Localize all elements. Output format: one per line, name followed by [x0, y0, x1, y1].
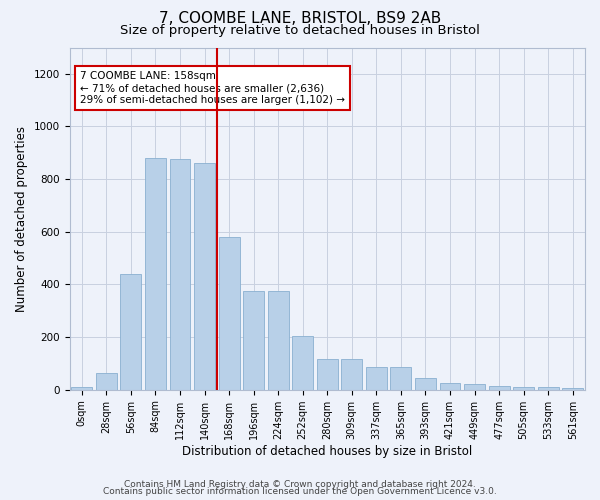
Bar — [415, 378, 436, 390]
Text: Size of property relative to detached houses in Bristol: Size of property relative to detached ho… — [120, 24, 480, 37]
Bar — [243, 291, 264, 390]
Bar — [488, 386, 509, 390]
Bar — [96, 372, 117, 390]
Y-axis label: Number of detached properties: Number of detached properties — [15, 126, 28, 312]
Bar — [121, 274, 142, 390]
Bar — [366, 368, 387, 390]
Bar — [391, 368, 412, 390]
Text: 7, COOMBE LANE, BRISTOL, BS9 2AB: 7, COOMBE LANE, BRISTOL, BS9 2AB — [159, 11, 441, 26]
Bar — [268, 291, 289, 390]
Bar — [341, 360, 362, 390]
Bar — [194, 164, 215, 390]
Bar — [538, 387, 559, 390]
Text: Contains HM Land Registry data © Crown copyright and database right 2024.: Contains HM Land Registry data © Crown c… — [124, 480, 476, 489]
Bar — [317, 360, 338, 390]
Bar — [440, 383, 460, 390]
Text: Contains public sector information licensed under the Open Government Licence v3: Contains public sector information licen… — [103, 488, 497, 496]
Text: 7 COOMBE LANE: 158sqm
← 71% of detached houses are smaller (2,636)
29% of semi-d: 7 COOMBE LANE: 158sqm ← 71% of detached … — [80, 72, 345, 104]
Bar — [513, 387, 534, 390]
Bar — [292, 336, 313, 390]
Bar — [218, 237, 239, 390]
Bar — [170, 160, 190, 390]
Bar — [562, 388, 583, 390]
Bar — [71, 387, 92, 390]
X-axis label: Distribution of detached houses by size in Bristol: Distribution of detached houses by size … — [182, 444, 472, 458]
Bar — [464, 384, 485, 390]
Bar — [145, 158, 166, 390]
